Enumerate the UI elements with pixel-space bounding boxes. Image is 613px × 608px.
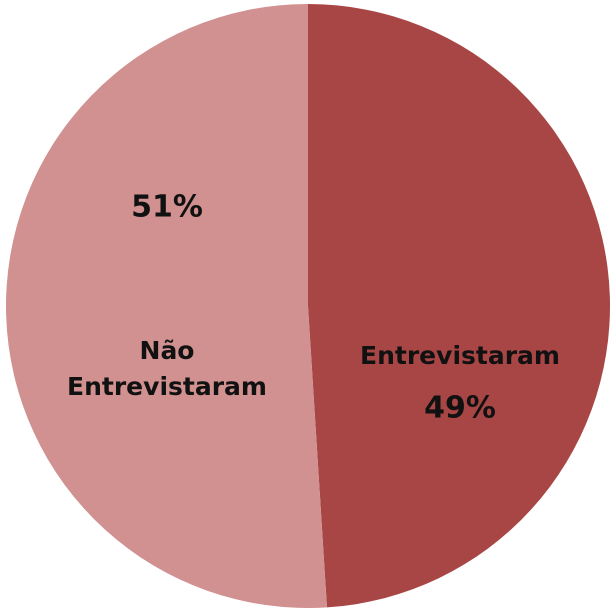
pie-slice [308, 4, 610, 608]
value-label: 51% [131, 190, 203, 225]
slice-label: Não Entrevistaram [67, 336, 267, 401]
slice-label: Entrevistaram [360, 341, 560, 370]
value-label: 49% [424, 391, 496, 426]
pie-slice [5, 4, 327, 608]
